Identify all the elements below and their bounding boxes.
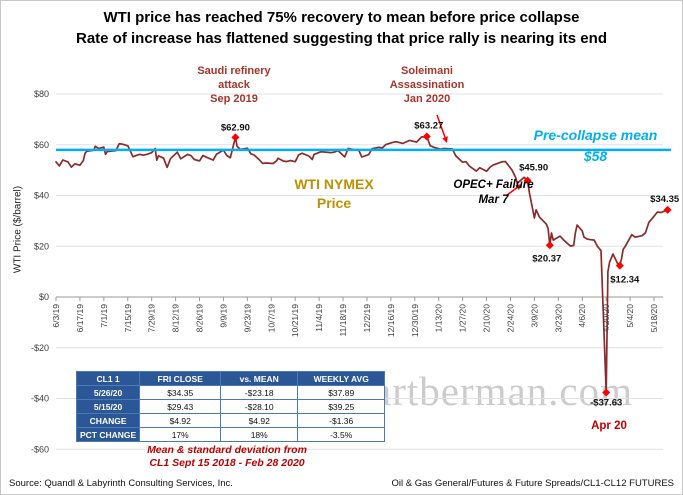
- futures-credit: Oil & Gas General/Futures & Future Sprea…: [391, 478, 674, 489]
- annotation-arrow: [506, 186, 518, 196]
- x-tick-label: 1/13/20: [434, 304, 444, 333]
- x-tick-label: 7/1/19: [99, 304, 109, 328]
- x-tick-label: 11/4/19: [314, 304, 324, 332]
- y-tick-label: $80: [34, 89, 49, 99]
- marker-diamond: [615, 261, 624, 270]
- x-tick-label: 5/18/20: [649, 304, 659, 333]
- x-tick-label: 7/15/19: [123, 304, 133, 333]
- annotation-pre-collapse-mean: Pre-collapse mean $58: [533, 127, 658, 164]
- x-tick-label: 4/6/20: [577, 304, 587, 328]
- x-tick-label: 12/30/19: [410, 304, 420, 337]
- x-tick-label: 12/16/19: [386, 304, 396, 337]
- x-tick-label: 10/21/19: [290, 304, 300, 337]
- x-tick-label: 2/24/20: [506, 304, 516, 333]
- y-tick-label: -$60: [31, 444, 49, 454]
- y-tick-label: $20: [34, 241, 49, 251]
- x-tick-label: 8/26/19: [195, 304, 205, 333]
- marker-diamond: [663, 205, 672, 214]
- table-header-cell: CL1 1: [75, 371, 141, 386]
- x-tick-label: 12/2/19: [362, 304, 372, 333]
- y-tick-label: $40: [34, 191, 49, 201]
- marker-diamond: [422, 132, 431, 141]
- x-tick-label: 2/10/20: [482, 304, 492, 333]
- x-tick-label: 5/4/20: [625, 304, 635, 328]
- marker-diamond: [602, 388, 611, 397]
- x-tick-label: 1/27/20: [458, 304, 468, 333]
- point-label: $63.27: [414, 121, 443, 132]
- point-label: $34.35: [650, 194, 680, 205]
- annotation-arrow: [436, 114, 446, 138]
- point-label: -$37.63: [590, 398, 622, 409]
- watermark: artberman.com: [373, 368, 634, 414]
- source-credit: Source: Quandl & Labyrinth Consulting Se…: [9, 478, 233, 489]
- table-header-cell: WEEKLY AVG: [297, 371, 386, 386]
- point-label: $12.34: [610, 275, 640, 286]
- summary-table: CL1 1 FRI CLOSE vs. MEAN WEEKLY AVG 5/26…: [75, 371, 386, 442]
- x-tick-label: 9/23/19: [242, 304, 252, 333]
- x-tick-label: 6/3/19: [51, 304, 61, 328]
- table-header-row: CL1 1 FRI CLOSE vs. MEAN WEEKLY AVG: [75, 371, 386, 386]
- y-tick-label: -$20: [31, 343, 49, 353]
- x-tick-label: 3/23/20: [553, 304, 563, 333]
- x-tick-label: 8/12/19: [171, 304, 181, 333]
- table-row: PCT CHANGE 17% 18% -3.5%: [75, 427, 386, 442]
- annotation-soleimani: Soleimani Assassination Jan 2020: [389, 65, 465, 105]
- table-row: 5/15/20 $29.43 -$28.10 $39.25: [75, 399, 386, 414]
- point-label: $20.37: [532, 253, 561, 264]
- x-tick-label: 11/18/19: [338, 304, 348, 337]
- marker-diamond: [523, 176, 532, 185]
- point-label: $45.90: [519, 163, 548, 174]
- annotation-series-label: WTI NYMEX Price: [294, 176, 374, 211]
- x-tick-label: 10/7/19: [266, 304, 276, 333]
- annotation-arrowhead: [442, 136, 448, 143]
- y-tick-label: -$40: [31, 394, 49, 404]
- x-tick-label: 6/17/19: [75, 304, 85, 333]
- annotation-saudi-attack: Saudi refinery attack Sep 2019: [197, 65, 271, 105]
- marker-diamond: [545, 241, 554, 250]
- marker-diamond: [231, 133, 240, 142]
- annotation-arrowhead: [515, 184, 522, 190]
- chart-title: WTI price has reached 75% recovery to me…: [103, 9, 580, 26]
- x-tick-label: 7/29/19: [147, 304, 157, 333]
- annotation-opec-failure: OPEC+ Failure Mar 7: [453, 179, 534, 206]
- y-tick-label: $0: [39, 292, 49, 302]
- x-tick-label: 9/9/19: [218, 304, 228, 328]
- table-row: 5/26/20 $34.35 -$23.18 $37.89: [75, 385, 386, 400]
- x-tick-label: 4/20/20: [601, 304, 611, 333]
- point-label: $62.90: [221, 122, 250, 133]
- annotation-apr-20: Apr 20: [591, 420, 627, 432]
- x-tick-label: 3/9/20: [529, 304, 539, 328]
- table-row: CHANGE $4.92 $4.92 -$1.36: [75, 413, 386, 428]
- table-header-cell: vs. MEAN: [220, 371, 299, 386]
- stats-note: Mean & standard deviation from CL1 Sept …: [147, 444, 307, 469]
- table-header-cell: FRI CLOSE: [139, 371, 222, 386]
- y-axis-title: WTI Price ($/barrel): [12, 185, 24, 274]
- chart-subtitle: Rate of increase has flattened suggestin…: [76, 30, 607, 47]
- y-tick-label: $60: [34, 140, 49, 150]
